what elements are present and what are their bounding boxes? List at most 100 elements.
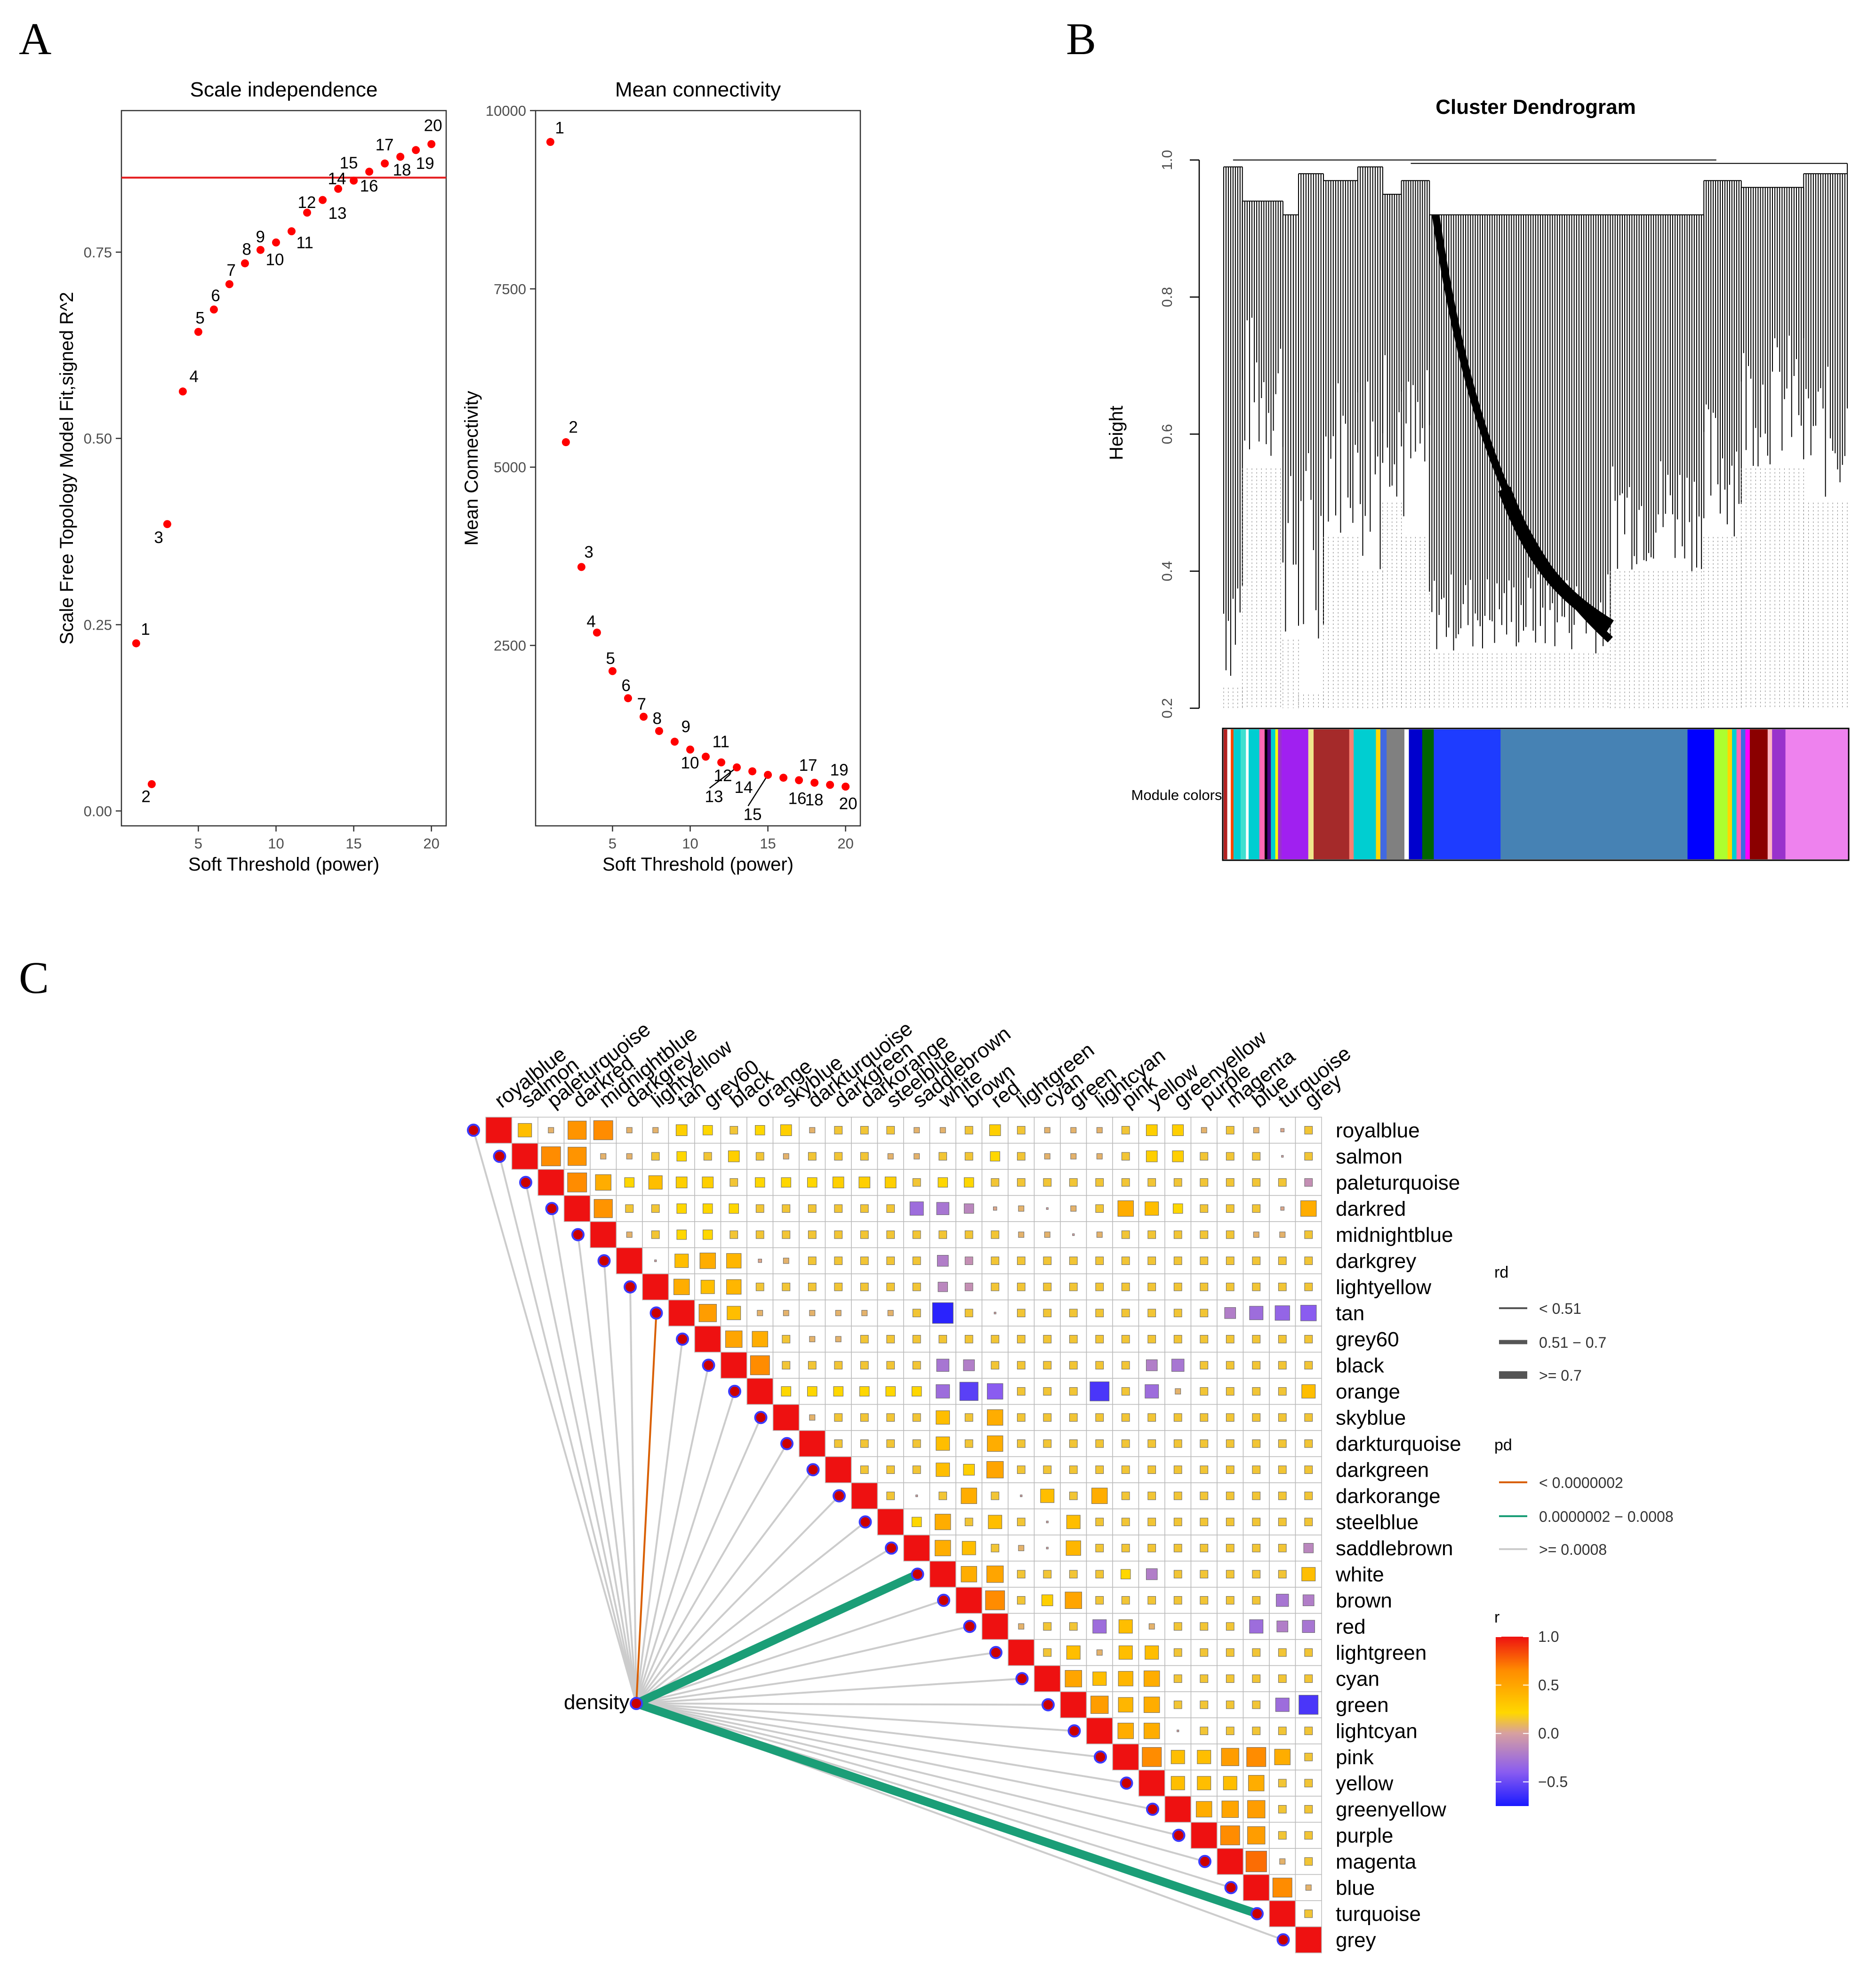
correlation-square — [1200, 1361, 1209, 1370]
correlation-square — [1095, 1204, 1104, 1213]
correlation-square — [755, 1177, 765, 1188]
dendrogram-leaf-lines — [1283, 640, 1299, 708]
correlation-square — [1252, 1152, 1261, 1161]
diagonal-cell — [772, 1404, 800, 1431]
correlation-square — [1304, 1909, 1313, 1918]
correlation-square — [886, 1465, 895, 1474]
correlation-square — [673, 1279, 690, 1295]
row-label: lightcyan — [1336, 1719, 1418, 1743]
module-dot — [963, 1620, 977, 1633]
correlation-square — [991, 1282, 1000, 1291]
correlation-square — [1017, 1518, 1026, 1527]
correlation-square — [1095, 1335, 1104, 1343]
correlation-square — [1147, 1465, 1156, 1474]
density-link — [636, 1599, 944, 1704]
correlation-square — [1171, 1359, 1185, 1372]
correlation-square — [1043, 1361, 1052, 1370]
correlation-square — [1069, 1256, 1078, 1265]
row-label: tan — [1336, 1302, 1364, 1325]
row-label: turquoise — [1336, 1903, 1421, 1926]
correlation-square — [860, 1230, 869, 1239]
density-link-significant — [635, 1313, 657, 1704]
correlation-square — [1278, 1805, 1287, 1814]
correlation-square — [1177, 1729, 1179, 1732]
point-label: 7 — [637, 695, 646, 713]
correlation-square — [964, 1518, 973, 1527]
correlation-square — [964, 1413, 973, 1422]
grid-cell — [668, 1143, 695, 1170]
grid-cell — [1269, 1508, 1296, 1535]
correlation-square — [755, 1152, 764, 1161]
correlation-square — [1252, 1439, 1261, 1448]
grid-cell — [1034, 1326, 1061, 1353]
correlation-square — [1226, 1648, 1235, 1657]
point-label: 5 — [195, 309, 204, 327]
correlation-square — [964, 1309, 973, 1318]
correlation-square — [886, 1230, 895, 1239]
point-label: 17 — [376, 136, 394, 154]
correlation-square — [809, 1127, 816, 1134]
correlation-square — [783, 1153, 789, 1159]
correlation-square — [885, 1386, 896, 1397]
correlation-square — [1197, 1750, 1211, 1764]
correlation-square — [1252, 1596, 1261, 1605]
correlation-square — [1017, 1465, 1026, 1474]
correlation-square — [593, 1199, 613, 1218]
correlation-square — [600, 1153, 607, 1159]
correlation-square — [808, 1361, 817, 1370]
correlation-square — [1305, 1884, 1312, 1891]
correlation-square — [1304, 1518, 1313, 1527]
correlation-square — [1200, 1439, 1209, 1448]
data-point — [209, 305, 218, 314]
module-color-segment — [1240, 729, 1246, 859]
correlation-square — [1278, 1439, 1287, 1448]
correlation-square — [654, 1259, 657, 1262]
correlation-square — [1172, 1124, 1184, 1136]
correlation-square — [676, 1230, 687, 1240]
correlation-square — [595, 1174, 611, 1191]
correlation-square — [1246, 1747, 1267, 1767]
correlation-square — [886, 1439, 895, 1448]
correlation-square — [700, 1279, 715, 1294]
data-point — [826, 781, 834, 789]
data-point — [561, 438, 570, 447]
density-link — [635, 1469, 814, 1704]
x-tick-label: 15 — [760, 835, 776, 852]
correlation-square — [593, 1120, 613, 1140]
correlation-square — [1121, 1282, 1130, 1291]
correlation-square — [1121, 1439, 1130, 1448]
correlation-square — [1070, 1205, 1077, 1212]
dendrogram-cluster — [1401, 180, 1430, 517]
correlation-square — [834, 1439, 843, 1448]
correlation-square — [914, 1153, 920, 1159]
correlation-square — [1017, 1178, 1026, 1187]
point-label: 18 — [393, 161, 411, 179]
grid-cell — [1164, 1482, 1192, 1510]
correlation-square — [834, 1282, 843, 1291]
point-label: 9 — [681, 718, 690, 736]
correlation-square — [835, 1310, 842, 1316]
diagonal-cell — [1034, 1665, 1061, 1692]
correlation-square — [1253, 1127, 1259, 1134]
correlation-square — [1226, 1622, 1235, 1631]
correlation-square — [1096, 1127, 1103, 1134]
correlation-square — [809, 1310, 816, 1316]
correlation-square — [625, 1204, 634, 1213]
data-point — [655, 727, 663, 735]
module-dot — [1198, 1855, 1211, 1868]
point-label: 8 — [242, 240, 251, 259]
module-color-segment — [1224, 729, 1228, 859]
point-label: 2 — [569, 418, 577, 437]
x-tick-label: 20 — [837, 835, 853, 852]
density-link — [636, 1703, 1205, 1863]
correlation-square — [1226, 1282, 1235, 1291]
correlation-square — [1173, 1282, 1182, 1291]
correlation-square — [912, 1361, 921, 1370]
point-label: 14 — [735, 778, 753, 797]
correlation-square — [1252, 1570, 1261, 1579]
correlation-square — [860, 1126, 869, 1135]
module-dot — [676, 1332, 689, 1346]
correlation-square — [1018, 1205, 1025, 1212]
panel-letter-c: C — [19, 952, 49, 1003]
correlation-square — [935, 1514, 951, 1530]
